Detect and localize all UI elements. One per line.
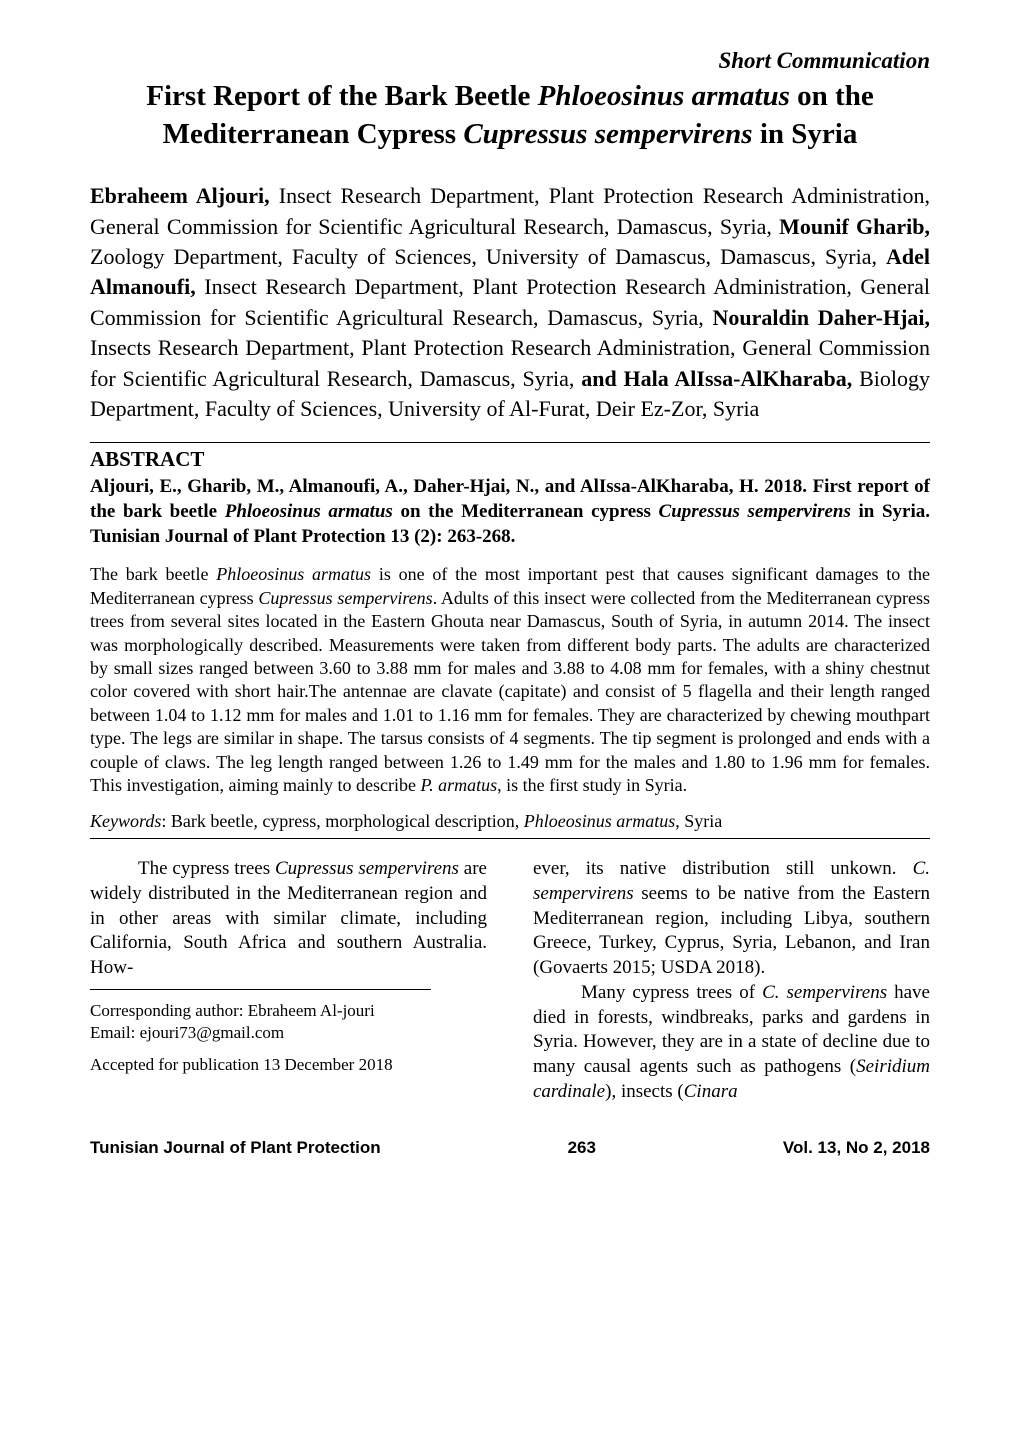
corresponding-author-line: Corresponding author: Ebraheem Al-jouri: [90, 1001, 375, 1020]
keywords-label: Keywords: [90, 811, 161, 831]
abstract-text-1: The bark beetle: [90, 564, 216, 584]
abstract-citation: Aljouri, E., Gharib, M., Almanoufi, A., …: [90, 474, 930, 549]
abstract-species-2: Cupressus sempervirens: [258, 588, 432, 608]
accepted-date-line: Accepted for publication 13 December 201…: [90, 1054, 487, 1076]
abstract-heading: ABSTRACT: [90, 447, 930, 472]
right-paragraph-1: ever, its native distribution still unko…: [533, 857, 930, 980]
citation-species-2: Cupressus sempervirens: [659, 501, 851, 522]
title-text-3: in Syria: [753, 118, 858, 150]
abstract-body: The bark beetle Phloeosinus armatus is o…: [90, 563, 930, 797]
author-5-name: Hala AlIssa-AlKharaba,: [624, 366, 853, 391]
right-paragraph-2: Many cypress trees of C. sempervirens ha…: [533, 981, 930, 1104]
keywords-species: Phloeosinus armatus: [524, 811, 676, 831]
abstract-species-3: P. armatus: [420, 775, 497, 795]
citation-text-2: on the Mediterranean cypress: [393, 501, 659, 522]
title-species-2: Cupressus sempervirens: [463, 118, 752, 150]
author-1-name: Ebraheem Aljouri,: [90, 183, 270, 208]
rule-below-keywords: [90, 838, 930, 839]
corresponding-email-line: Email: ejouri73@gmail.com: [90, 1023, 284, 1042]
right-p2-text-3: ), insects (: [605, 1081, 684, 1102]
right-p1-text-1: ever, its native distribution still unko…: [533, 858, 913, 879]
abstract-text-3: . Adults of this insect were collected f…: [90, 588, 930, 795]
rule-above-abstract: [90, 442, 930, 443]
left-p1-text-1: The cypress trees: [138, 858, 275, 879]
citation-species-1: Phloeosinus armatus: [225, 501, 393, 522]
keywords-text-2: cypress, morphological description,: [258, 811, 524, 831]
keywords-line: Keywords: Bark beetle, cypress, morpholo…: [90, 811, 930, 832]
body-columns: The cypress trees Cupressus sempervirens…: [90, 857, 930, 1104]
keywords-text-1: : Bark beetle: [161, 811, 253, 831]
short-communication-label: Short Communication: [90, 48, 930, 74]
abstract-species-1: Phloeosinus armatus: [216, 564, 371, 584]
author-2-affiliation: Zoology Department, Faculty of Sciences,…: [90, 244, 886, 269]
footer-page-number: 263: [568, 1138, 596, 1158]
authors-and: and: [581, 366, 623, 391]
left-paragraph-1: The cypress trees Cupressus sempervirens…: [90, 857, 487, 980]
title-species-1: Phloeosinus armatus: [538, 80, 790, 112]
footer-journal: Tunisian Journal of Plant Protection: [90, 1138, 381, 1158]
left-column: The cypress trees Cupressus sempervirens…: [90, 857, 487, 1104]
page-footer: Tunisian Journal of Plant Protection 263…: [90, 1138, 930, 1158]
article-title: First Report of the Bark Beetle Phloeosi…: [90, 78, 930, 153]
rule-above-corresponding: [90, 989, 431, 990]
authors-block: Ebraheem Aljouri, Insect Research Depart…: [90, 181, 930, 424]
right-p2-species-1: C. sempervirens: [762, 982, 887, 1003]
right-p2-species-3: Cinara: [684, 1081, 738, 1102]
right-column: ever, its native distribution still unko…: [533, 857, 930, 1104]
author-4-name: Nouraldin Daher-Hjai,: [713, 305, 931, 330]
keywords-text-3: , Syria: [675, 811, 722, 831]
footer-issue: Vol. 13, No 2, 2018: [783, 1138, 930, 1158]
left-p1-species-1: Cupressus sempervirens: [275, 858, 459, 879]
right-p2-text-1: Many cypress trees of: [581, 982, 762, 1003]
abstract-text-4: , is the first study in Syria.: [497, 775, 687, 795]
author-2-name: Mounif Gharib,: [779, 214, 930, 239]
title-text-1: First Report of the Bark Beetle: [146, 80, 537, 112]
corresponding-author-block: Corresponding author: Ebraheem Al-jouri …: [90, 1000, 487, 1076]
